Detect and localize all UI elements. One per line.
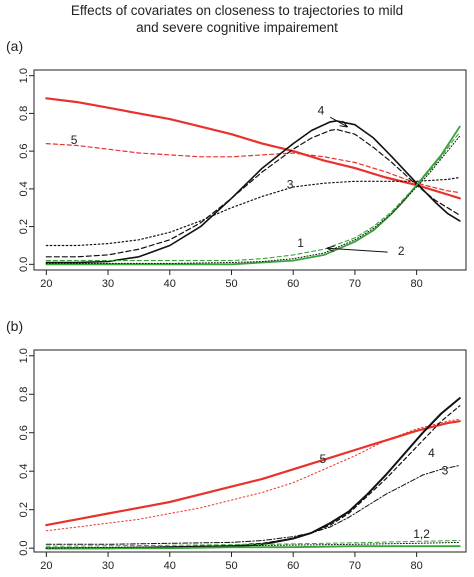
x-tick-label-b: 80 xyxy=(411,560,423,572)
series-line-a-2 xyxy=(45,143,461,194)
curve-label-b: 3 xyxy=(442,463,449,477)
curve-label-a: 4 xyxy=(318,104,325,118)
series-line-b-2 xyxy=(45,418,461,532)
plot-frame-a xyxy=(33,69,467,271)
y-tick-label-b: 0.2 xyxy=(18,502,30,517)
y-tick-label-a: 0.0 xyxy=(18,257,30,272)
series-line-b-6 xyxy=(45,545,461,550)
annotation-arrow-a xyxy=(328,248,388,253)
chart-title: Effects of covariates on closeness to tr… xyxy=(0,2,474,36)
series-line-b-7 xyxy=(45,540,461,547)
annotation-arrow-a xyxy=(329,116,347,126)
series-line-b-3 xyxy=(45,397,461,550)
series-line-a-5 xyxy=(45,176,461,247)
series-line-b-5 xyxy=(45,464,461,545)
x-tick-label-b: 50 xyxy=(225,560,237,572)
series-line-a-3 xyxy=(45,120,461,264)
series-line-b-8 xyxy=(45,541,461,549)
series-line-a-7 xyxy=(45,131,461,262)
curve-label-a: 2 xyxy=(398,244,405,258)
y-tick-label-a: 0.6 xyxy=(18,143,30,158)
curve-label-a: 1 xyxy=(297,236,304,250)
y-tick-label-b: 0.6 xyxy=(18,425,30,440)
x-tick-label-b: 60 xyxy=(287,560,299,572)
x-tick-label-a: 30 xyxy=(102,278,114,290)
curve-label-b: 5 xyxy=(319,452,326,466)
plot-frame-b xyxy=(33,349,467,553)
y-tick-label-b: 0.0 xyxy=(18,541,30,556)
y-tick-label-a: 1.0 xyxy=(18,68,30,83)
series-line-a-4 xyxy=(45,128,461,258)
x-tick-label-b: 70 xyxy=(349,560,361,572)
curve-label-b: 1,2 xyxy=(413,527,430,541)
series-line-a-6 xyxy=(45,125,461,266)
y-tick-label-b: 0.8 xyxy=(18,387,30,402)
chart-title-line-1: Effects of covariates on closeness to tr… xyxy=(70,3,404,18)
y-tick-label-b: 1.0 xyxy=(18,348,30,363)
x-tick-label-a: 70 xyxy=(349,278,361,290)
curve-label-b: 4 xyxy=(428,446,435,460)
y-tick-label-a: 0.4 xyxy=(18,181,30,196)
series-line-a-1 xyxy=(45,97,461,200)
x-tick-label-a: 20 xyxy=(40,278,52,290)
x-tick-label-b: 20 xyxy=(40,560,52,572)
panel-a: 20 30 40 50 60 70 80 0.0 0.2 0.4 0.6 0.8 1.0 5 4 3 1 2 xyxy=(18,68,467,290)
y-tick-label-a: 0.8 xyxy=(18,106,30,121)
x-tick-label-b: 40 xyxy=(164,560,176,572)
x-tick-label-a: 40 xyxy=(164,278,176,290)
y-tick-label-a: 0.2 xyxy=(18,219,30,234)
curve-label-a: 3 xyxy=(287,177,294,191)
y-tick-label-b: 0.4 xyxy=(18,464,30,479)
x-tick-label-a: 80 xyxy=(411,278,423,290)
x-tick-label-a: 60 xyxy=(287,278,299,290)
series-line-b-4 xyxy=(45,405,461,549)
x-tick-label-a: 50 xyxy=(225,278,237,290)
panel-label-b: (b) xyxy=(6,318,24,334)
curve-label-a: 5 xyxy=(71,133,78,147)
panel-b: 20 30 40 50 60 70 80 0.0 0.2 0.4 0.6 0.8 1.0 5 43 1,2 xyxy=(18,348,467,572)
series-line-b-1 xyxy=(45,420,461,527)
x-tick-label-b: 30 xyxy=(102,560,114,572)
series-line-a-8 xyxy=(45,135,461,264)
chart-title-line-2: and severe cognitive impairement xyxy=(136,20,338,35)
panel-label-a: (a) xyxy=(6,38,24,54)
